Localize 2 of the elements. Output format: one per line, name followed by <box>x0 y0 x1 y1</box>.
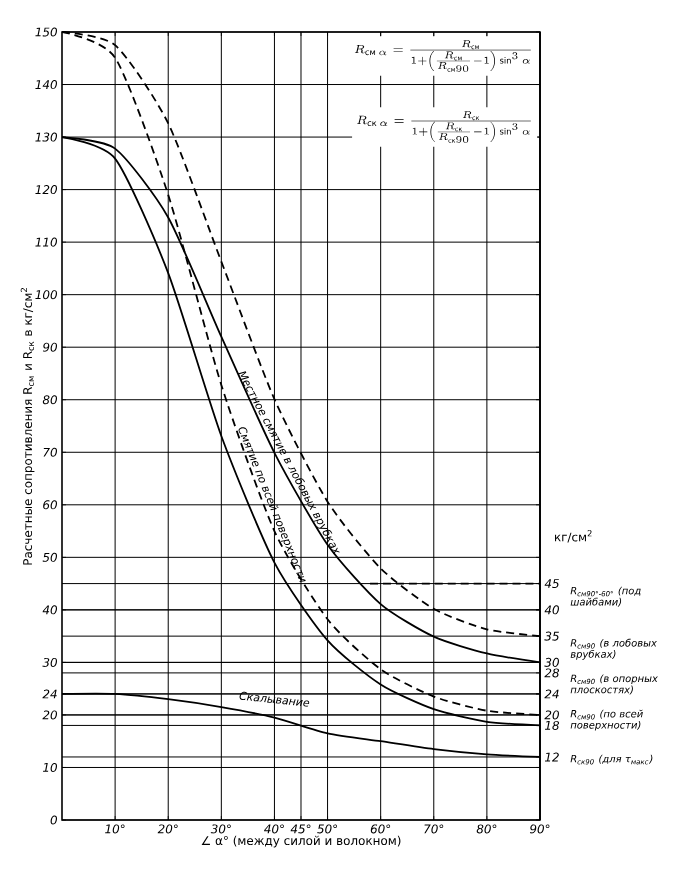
annotation: $R_{\text{ск}\,\alpha}=\frac{R_{\text{ск}}}{1+\left(\frac{R_{\text{ск}}}{R_{\text{ск}90}}-1\right)\sin^{3}\alpha}$ <box>357 111 531 143</box>
annotation: $R_{\text{см}\,\alpha}=\frac{R_{\text{см}}}{1+\left(\frac{R_{\text{см}}}{R_{\text{см}90}}-1\right)\sin^{3}\alpha}$ <box>354 40 531 72</box>
